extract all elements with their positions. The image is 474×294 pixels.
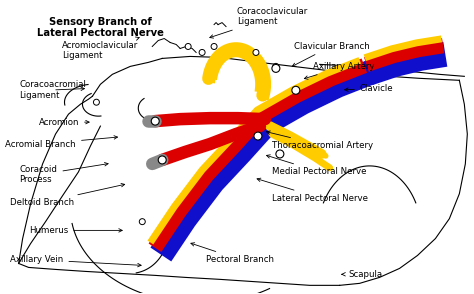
Text: Lateral Pectoral Nerve: Lateral Pectoral Nerve (257, 178, 368, 203)
Text: Medial Pectoral Nerve: Medial Pectoral Nerve (266, 155, 367, 176)
Circle shape (273, 64, 279, 69)
Text: Coracoid
Process: Coracoid Process (19, 163, 108, 185)
Circle shape (139, 219, 145, 225)
Circle shape (151, 117, 159, 125)
Text: Pectoral Branch: Pectoral Branch (191, 243, 274, 264)
Circle shape (158, 156, 166, 164)
Circle shape (272, 64, 280, 72)
Text: Acromial Branch: Acromial Branch (5, 136, 118, 148)
Circle shape (293, 87, 299, 93)
Text: Coracoclavicular
Ligament: Coracoclavicular Ligament (210, 7, 308, 38)
Circle shape (254, 132, 262, 140)
Text: Acromioclavicular
Ligament: Acromioclavicular Ligament (62, 37, 139, 60)
Text: Clavicular Branch: Clavicular Branch (292, 41, 369, 66)
Circle shape (185, 44, 191, 49)
Text: Axillary Vein: Axillary Vein (10, 255, 141, 267)
Text: Deltoid Branch: Deltoid Branch (10, 183, 125, 207)
Circle shape (292, 86, 300, 94)
Text: Axillary Artery: Axillary Artery (304, 62, 374, 79)
Circle shape (276, 150, 284, 158)
Text: Humerus: Humerus (29, 226, 122, 235)
Circle shape (199, 49, 205, 56)
Circle shape (211, 44, 217, 49)
Circle shape (253, 49, 259, 56)
Text: Sensory Branch of
Lateral Pectoral Nerve: Sensory Branch of Lateral Pectoral Nerve (37, 17, 164, 38)
Text: Thoracoacromial Artery: Thoracoacromial Artery (266, 131, 374, 150)
Text: Clavicle: Clavicle (345, 84, 393, 93)
Circle shape (255, 133, 261, 139)
Text: Scapula: Scapula (342, 270, 382, 279)
Circle shape (93, 99, 100, 105)
Text: Acromion: Acromion (38, 118, 89, 127)
Text: Coracoacromial
Ligament: Coracoacromial Ligament (19, 80, 86, 100)
